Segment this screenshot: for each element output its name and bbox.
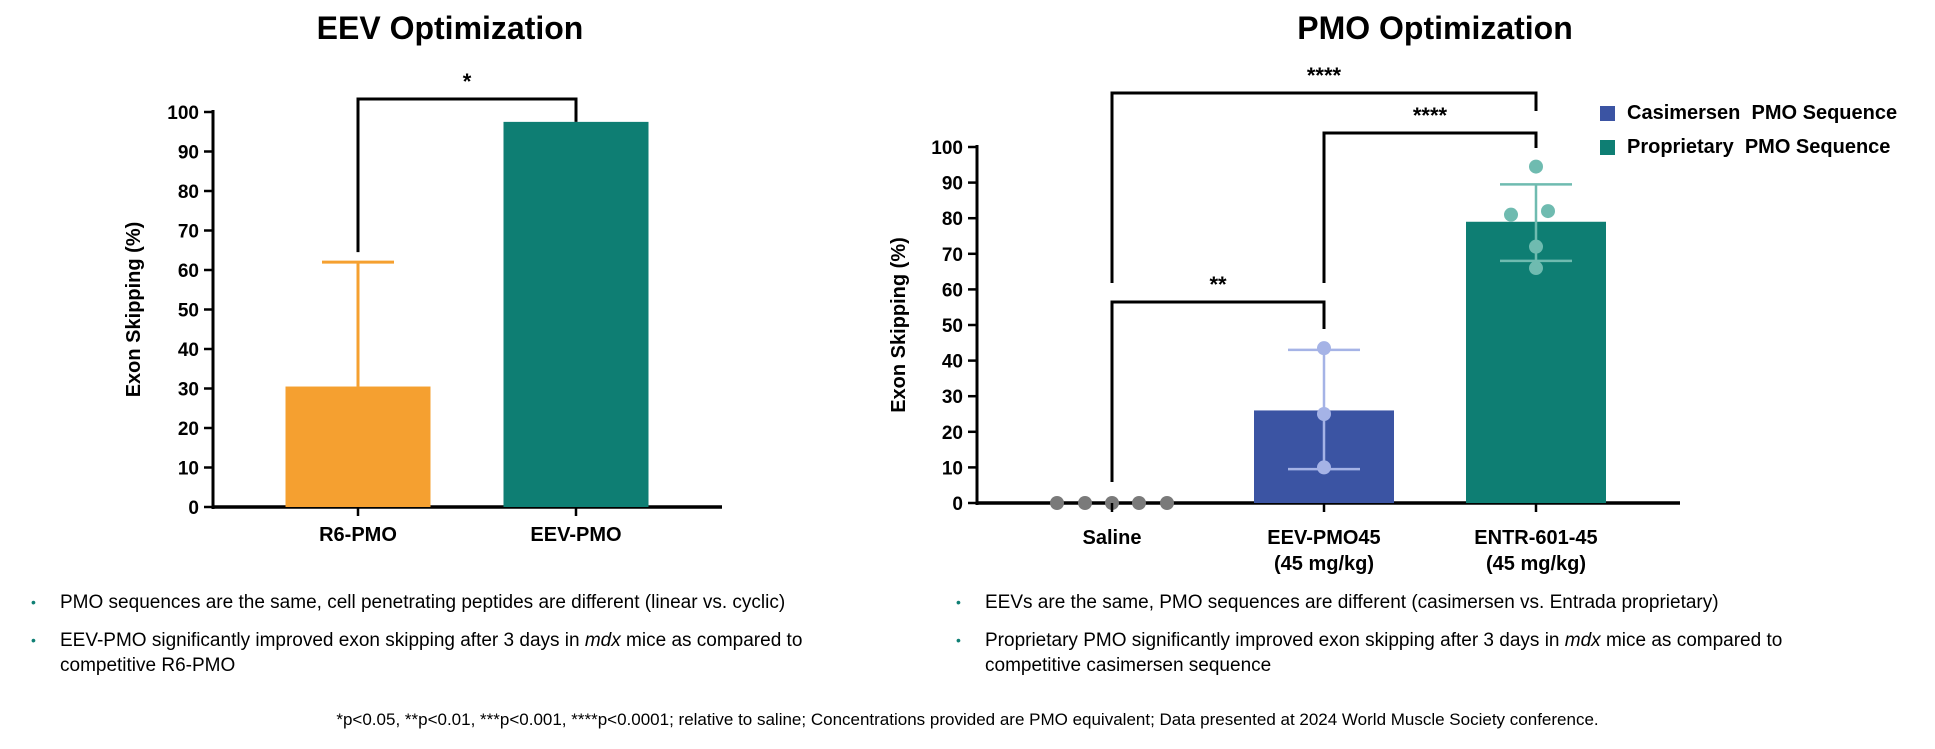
bullet-icon: • — [31, 594, 36, 610]
bullet-icon: • — [956, 632, 961, 648]
legend-label-proprietary: Proprietary PMO Sequence — [1627, 135, 1891, 158]
x-tick-label-line2: (45 mg/kg) — [1274, 553, 1374, 575]
legend-item-proprietary: Proprietary PMO Sequence — [1600, 134, 1897, 160]
y-tick-label: 0 — [952, 494, 963, 515]
y-tick-label: 30 — [178, 380, 199, 401]
bar-eev-pmo — [503, 121, 649, 507]
y-tick-label: 60 — [942, 280, 963, 301]
y-tick-label: 100 — [167, 103, 199, 124]
x-tick-label: Saline — [1083, 527, 1142, 549]
bullet-text-emphasis: mdx — [584, 630, 621, 651]
y-tick-label: 80 — [942, 209, 963, 230]
x-tick-label: EEV-PMO — [530, 524, 621, 546]
bullet-text-emphasis: mdx — [1564, 630, 1601, 651]
data-point — [1529, 239, 1543, 254]
y-tick-label: 50 — [178, 301, 199, 322]
y-tick-label: 90 — [942, 174, 963, 195]
x-tick-label: EEV-PMO45 — [1267, 527, 1380, 549]
x-tick-label: ENTR-601-45 — [1474, 527, 1597, 549]
significance-label: * — [463, 69, 472, 94]
y-tick-label: 70 — [178, 222, 199, 243]
data-point — [1504, 207, 1518, 222]
data-point — [1529, 261, 1543, 276]
y-tick-label: 20 — [178, 419, 199, 440]
bullet-icon: • — [956, 594, 961, 610]
x-tick-label: R6-PMO — [319, 524, 397, 546]
bullet-item: • PMO sequences are the same, cell penet… — [30, 590, 880, 615]
bullet-item: • Proprietary PMO significantly improved… — [955, 628, 1875, 678]
data-point — [1529, 159, 1543, 174]
x-tick-label-line2: (45 mg/kg) — [1486, 553, 1586, 575]
data-point — [1050, 496, 1064, 510]
data-point — [1317, 460, 1331, 475]
bullet-item: • EEVs are the same, PMO sequences are d… — [955, 590, 1875, 615]
y-tick-label: 80 — [178, 182, 199, 203]
bullet-text-before: Proprietary PMO significantly improved e… — [985, 630, 1565, 651]
data-point — [1317, 341, 1331, 356]
right-chart-title: PMO Optimization — [1297, 10, 1573, 46]
significance-label: **** — [1413, 103, 1448, 128]
bullet-text-after: mice as compared to competitive casimers… — [985, 630, 1783, 676]
legend-swatch-casimersen — [1600, 105, 1615, 121]
significance-bracket-saline-entr — [1110, 91, 1538, 283]
footnote: *p<0.05, **p<0.01, ***p<0.001, ****p<0.0… — [336, 710, 1599, 729]
bullet-text: EEVs are the same, PMO sequences are dif… — [985, 592, 1719, 613]
legend-swatch-proprietary — [1600, 139, 1615, 155]
significance-bracket-saline-eev — [1110, 300, 1326, 482]
bullet-item: • EEV-PMO significantly improved exon sk… — [30, 628, 880, 678]
bullet-icon: • — [31, 632, 36, 648]
y-tick-label: 10 — [178, 459, 199, 480]
y-tick-label: 100 — [931, 138, 963, 159]
significance-bracket-eev-entr — [1322, 131, 1538, 283]
significance-label: ** — [1209, 272, 1227, 297]
bullet-text-after: mice as compared to competitive R6-PMO — [60, 630, 803, 676]
data-point — [1317, 407, 1331, 421]
y-tick-label: 20 — [942, 423, 963, 444]
y-tick-label: 50 — [942, 316, 963, 337]
left-chart-title: EEV Optimization — [316, 10, 584, 46]
legend-item-casimersen: Casimersen PMO Sequence — [1600, 100, 1897, 126]
y-axis-title: Exon Skipping (%) — [888, 237, 910, 413]
y-tick-label: 40 — [942, 352, 963, 373]
y-tick-label: 60 — [178, 261, 199, 282]
y-tick-label: 70 — [942, 245, 963, 266]
data-point — [1160, 496, 1174, 510]
bullet-text-before: EEV-PMO significantly improved exon skip… — [60, 630, 585, 651]
legend-label-casimersen: Casimersen PMO Sequence — [1627, 101, 1898, 124]
legend: Casimersen PMO Sequence Proprietary PMO … — [1600, 100, 1897, 168]
data-point — [1132, 496, 1146, 510]
bar-r6-pmo — [285, 386, 431, 507]
significance-label: **** — [1307, 63, 1342, 88]
y-tick-label: 10 — [942, 458, 963, 479]
y-axis-title: Exon Skipping (%) — [123, 222, 145, 398]
y-tick-label: 40 — [178, 340, 199, 361]
y-tick-label: 0 — [188, 498, 199, 519]
y-tick-label: 30 — [942, 387, 963, 408]
right-bullet-list: • EEVs are the same, PMO sequences are d… — [955, 590, 1875, 691]
data-point — [1541, 204, 1555, 219]
significance-bracket — [356, 97, 578, 253]
left-bullet-list: • PMO sequences are the same, cell penet… — [30, 590, 880, 691]
data-point — [1078, 496, 1092, 510]
bullet-text: PMO sequences are the same, cell penetra… — [60, 592, 786, 613]
y-tick-label: 90 — [178, 143, 199, 164]
